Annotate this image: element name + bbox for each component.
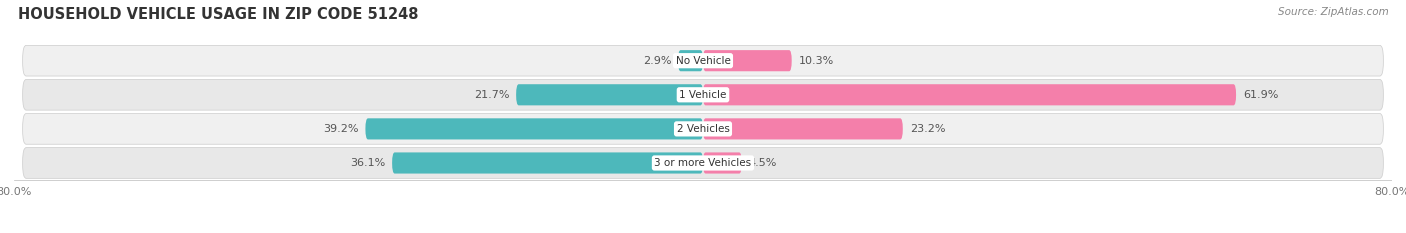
FancyBboxPatch shape: [22, 148, 1384, 178]
Text: HOUSEHOLD VEHICLE USAGE IN ZIP CODE 51248: HOUSEHOLD VEHICLE USAGE IN ZIP CODE 5124…: [18, 7, 419, 22]
Text: 21.7%: 21.7%: [474, 90, 509, 100]
FancyBboxPatch shape: [22, 45, 1384, 76]
Text: 10.3%: 10.3%: [799, 56, 834, 66]
FancyBboxPatch shape: [703, 152, 742, 174]
Text: 1 Vehicle: 1 Vehicle: [679, 90, 727, 100]
Text: 39.2%: 39.2%: [323, 124, 359, 134]
FancyBboxPatch shape: [516, 84, 703, 105]
Text: 61.9%: 61.9%: [1243, 90, 1278, 100]
Text: 2.9%: 2.9%: [643, 56, 671, 66]
Text: 36.1%: 36.1%: [350, 158, 385, 168]
FancyBboxPatch shape: [366, 118, 703, 140]
FancyBboxPatch shape: [703, 118, 903, 140]
Text: 4.5%: 4.5%: [748, 158, 778, 168]
FancyBboxPatch shape: [392, 152, 703, 174]
FancyBboxPatch shape: [22, 79, 1384, 110]
FancyBboxPatch shape: [678, 50, 703, 71]
FancyBboxPatch shape: [703, 50, 792, 71]
Text: 2 Vehicles: 2 Vehicles: [676, 124, 730, 134]
Text: 3 or more Vehicles: 3 or more Vehicles: [654, 158, 752, 168]
Text: No Vehicle: No Vehicle: [675, 56, 731, 66]
FancyBboxPatch shape: [703, 84, 1236, 105]
Text: Source: ZipAtlas.com: Source: ZipAtlas.com: [1278, 7, 1389, 17]
Text: 23.2%: 23.2%: [910, 124, 945, 134]
FancyBboxPatch shape: [22, 113, 1384, 144]
